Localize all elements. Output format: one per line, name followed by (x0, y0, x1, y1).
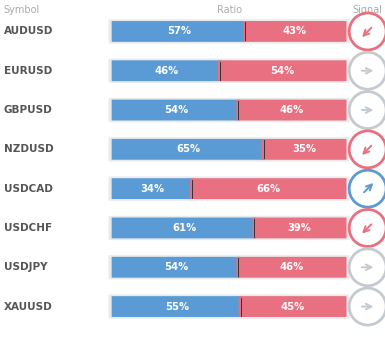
FancyBboxPatch shape (109, 137, 350, 162)
FancyBboxPatch shape (109, 216, 350, 240)
FancyBboxPatch shape (112, 178, 194, 199)
FancyBboxPatch shape (109, 98, 350, 122)
Text: 66%: 66% (256, 184, 280, 194)
FancyBboxPatch shape (112, 100, 240, 120)
FancyBboxPatch shape (239, 296, 346, 317)
Text: 46%: 46% (155, 66, 179, 76)
Text: USDJPY: USDJPY (4, 262, 47, 272)
Text: Symbol: Symbol (4, 5, 40, 15)
FancyBboxPatch shape (109, 294, 350, 319)
Text: 54%: 54% (270, 66, 294, 76)
Text: EURUSD: EURUSD (4, 66, 52, 76)
FancyBboxPatch shape (243, 21, 346, 42)
FancyBboxPatch shape (109, 176, 350, 201)
Text: 43%: 43% (283, 26, 307, 37)
Text: USDCAD: USDCAD (4, 184, 53, 194)
FancyBboxPatch shape (218, 60, 346, 81)
Text: 55%: 55% (165, 301, 189, 312)
FancyBboxPatch shape (112, 139, 266, 160)
FancyBboxPatch shape (109, 255, 350, 280)
FancyBboxPatch shape (109, 19, 350, 44)
Text: 57%: 57% (167, 26, 191, 37)
Text: 65%: 65% (177, 144, 201, 154)
FancyBboxPatch shape (109, 58, 350, 83)
Text: 54%: 54% (164, 262, 188, 272)
Text: 46%: 46% (280, 105, 303, 115)
Text: Signal: Signal (353, 5, 383, 15)
FancyBboxPatch shape (112, 60, 222, 81)
FancyBboxPatch shape (190, 178, 346, 199)
FancyBboxPatch shape (236, 100, 346, 120)
Text: Ratio: Ratio (216, 5, 242, 15)
Text: 61%: 61% (172, 223, 196, 233)
Text: AUDUSD: AUDUSD (4, 26, 53, 37)
Text: XAUUSD: XAUUSD (4, 301, 53, 312)
Text: USDCHF: USDCHF (4, 223, 52, 233)
Text: NZDUSD: NZDUSD (4, 144, 54, 154)
Text: GBPUSD: GBPUSD (4, 105, 53, 115)
Text: 34%: 34% (141, 184, 165, 194)
FancyBboxPatch shape (112, 21, 247, 42)
FancyBboxPatch shape (112, 257, 240, 278)
Text: 35%: 35% (292, 144, 316, 154)
Text: 46%: 46% (280, 262, 303, 272)
Text: 45%: 45% (281, 301, 305, 312)
FancyBboxPatch shape (262, 139, 346, 160)
Text: 39%: 39% (288, 223, 311, 233)
FancyBboxPatch shape (112, 218, 256, 238)
Text: 54%: 54% (164, 105, 188, 115)
FancyBboxPatch shape (112, 296, 243, 317)
FancyBboxPatch shape (253, 218, 346, 238)
FancyBboxPatch shape (236, 257, 346, 278)
